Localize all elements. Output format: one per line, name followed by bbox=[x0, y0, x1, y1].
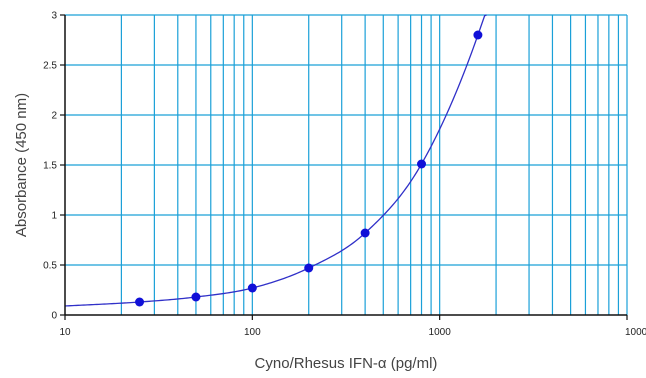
y-tick-label: 0 bbox=[51, 311, 57, 322]
data-point bbox=[304, 263, 314, 273]
y-axis-title: Absorbance (450 nm) bbox=[13, 93, 30, 237]
x-tick-label: 10000 bbox=[625, 327, 646, 338]
tick-labels: 0 0.5 1 1.5 2 2.5 3 10 100 1000 10000 bbox=[43, 11, 646, 339]
data-point bbox=[417, 159, 427, 169]
x-tick-label: 10 bbox=[59, 327, 71, 338]
grid-lines bbox=[65, 14, 628, 315]
y-tick-label: 2 bbox=[51, 111, 57, 122]
y-tick-label: 1 bbox=[51, 211, 57, 222]
x-axis-title: Cyno/Rhesus IFN-α (pg/ml) bbox=[255, 355, 438, 372]
x-tick-label: 100 bbox=[244, 327, 261, 338]
y-tick-label: 0.5 bbox=[43, 261, 57, 272]
x-tick-label: 1000 bbox=[429, 327, 452, 338]
y-tick-label: 1.5 bbox=[43, 161, 57, 172]
data-point bbox=[360, 228, 370, 238]
data-point bbox=[191, 292, 201, 302]
data-point bbox=[247, 283, 257, 293]
axes bbox=[60, 14, 628, 320]
y-tick-label: 2.5 bbox=[43, 61, 57, 72]
y-tick-label: 3 bbox=[51, 11, 57, 22]
data-points bbox=[135, 30, 483, 307]
data-point bbox=[473, 30, 483, 40]
data-point bbox=[135, 297, 145, 307]
